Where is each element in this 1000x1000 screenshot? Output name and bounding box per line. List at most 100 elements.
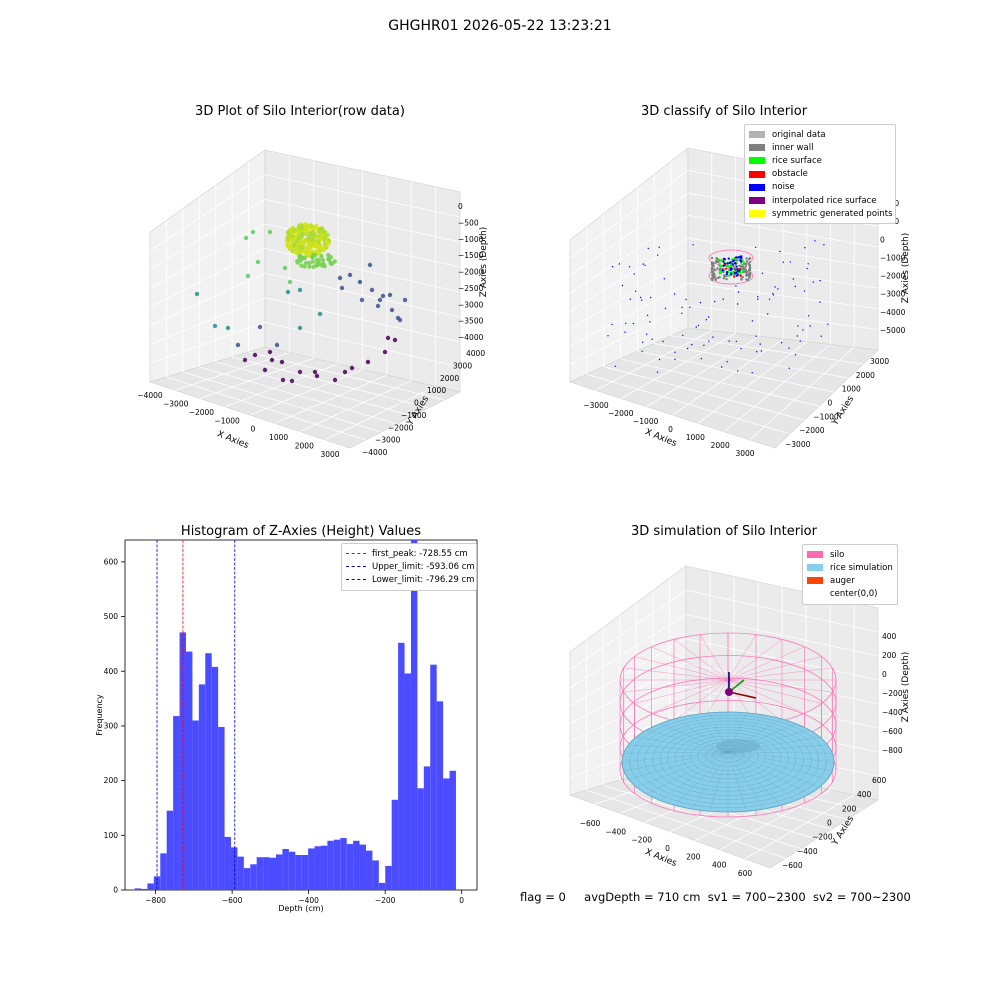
rice-mesh-line <box>623 751 729 754</box>
noise-point <box>735 340 738 343</box>
histogram-bar <box>295 855 302 890</box>
inner-wall-point <box>713 268 716 271</box>
y-tick-label: 600 <box>104 557 119 566</box>
plot2-title: 3D classify of Silo Interior <box>640 104 808 119</box>
x-tick-label: −200 <box>375 896 396 905</box>
legend-label: first_peak: -728.55 cm <box>372 548 468 559</box>
noise-point <box>731 263 735 266</box>
noise-point <box>760 350 763 352</box>
x-axis-label: Depth (cm) <box>278 904 323 913</box>
grid-line <box>569 686 879 742</box>
noise-point <box>697 324 700 327</box>
data-point <box>242 357 248 363</box>
noise-point <box>736 303 739 305</box>
noise-point <box>650 296 652 299</box>
noise-point <box>641 341 644 343</box>
data-point <box>297 369 303 375</box>
data-point <box>385 335 391 341</box>
data-point <box>321 229 327 235</box>
grid-line <box>595 330 712 391</box>
noise-point <box>692 244 694 246</box>
y-tick-label: 300 <box>104 721 119 730</box>
inner-wall-point <box>718 276 721 279</box>
y-tick-label: −2000 <box>388 423 414 432</box>
y-tick-label: 400 <box>857 790 872 799</box>
auger-axes <box>725 672 757 699</box>
noise-point <box>727 257 730 260</box>
inner-wall-point <box>745 257 748 260</box>
noise-point <box>658 246 660 248</box>
z-tick-label: 200 <box>882 651 897 660</box>
rice-mesh-line <box>621 751 729 763</box>
histogram-bar <box>359 844 366 890</box>
histogram-bar <box>218 727 225 890</box>
inner-wall-point <box>711 263 714 266</box>
plot4-title: 3D simulation of Silo Interior <box>631 524 817 539</box>
auger-x-axis <box>728 691 757 699</box>
data-point <box>279 359 285 365</box>
data-point <box>314 224 319 229</box>
inner-wall-point <box>711 277 714 281</box>
data-point <box>325 241 331 247</box>
noise-point <box>629 298 632 300</box>
inner-wall-point <box>711 266 714 269</box>
obstacle-point <box>724 264 727 267</box>
data-point <box>310 259 316 264</box>
data-point <box>267 349 273 355</box>
x-axis-label: X Axies <box>643 847 678 869</box>
x-tick-label: 3000 <box>735 449 754 458</box>
grid-line <box>149 198 461 270</box>
histogram-bar <box>198 684 206 891</box>
legend-label: rice surface <box>772 155 822 166</box>
data-point <box>315 260 320 265</box>
noise-point <box>703 344 705 346</box>
z-tick-label: 0 <box>880 235 885 244</box>
histogram-bar <box>301 855 309 890</box>
noise-point <box>634 290 637 292</box>
silo-roof-line <box>634 679 729 704</box>
data-point <box>382 349 388 355</box>
noise-point <box>647 247 649 250</box>
grid-line <box>569 662 879 724</box>
data-point <box>243 235 249 241</box>
data-point <box>347 272 353 278</box>
noise-point <box>799 340 801 342</box>
noise-point <box>714 300 716 303</box>
noise-point <box>780 342 783 344</box>
y-tick-label: 2000 <box>440 374 459 383</box>
legend-label: symmetric generated points <box>772 208 893 219</box>
noise-point <box>809 325 811 327</box>
classified-points <box>607 240 829 374</box>
data-point <box>312 369 318 375</box>
data-point <box>294 238 299 244</box>
histogram-bar <box>160 853 167 890</box>
z-tick-label: −600 <box>882 727 903 736</box>
data-point <box>332 377 338 383</box>
legend-swatch <box>749 183 765 191</box>
rice-surface-point <box>741 269 744 272</box>
histogram-bar <box>391 799 399 890</box>
histogram-bar <box>346 844 354 890</box>
silo-roof-line <box>634 656 729 681</box>
histogram-bar <box>333 839 341 890</box>
grid-line <box>324 386 436 441</box>
legend-swatch <box>807 590 823 598</box>
inner-wall-point <box>716 267 719 270</box>
z-tick-label: −400 <box>882 708 903 717</box>
y-tick-label: 4000 <box>466 349 485 358</box>
inner-wall-point <box>722 277 725 280</box>
x-tick-label: −600 <box>580 819 601 828</box>
x-tick-label: −600 <box>222 896 243 905</box>
noise-point <box>644 264 646 266</box>
data-point <box>377 297 383 303</box>
data-point <box>380 293 386 299</box>
rice-mesh-line <box>659 751 729 801</box>
histogram-bar <box>320 845 328 890</box>
rice-surface-point <box>720 259 723 263</box>
noise-point <box>658 358 661 361</box>
noise-point <box>662 340 664 343</box>
noise-point <box>757 296 759 298</box>
data-point <box>389 307 395 313</box>
histogram-bar <box>430 664 437 890</box>
histogram-bar <box>211 666 219 891</box>
